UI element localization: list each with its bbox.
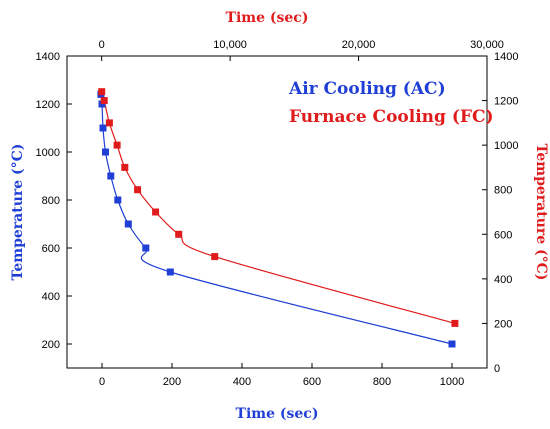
bottom-tick-label: 200 — [163, 376, 181, 388]
air-cooling-data-point — [142, 244, 150, 252]
furnace-cooling-data-point — [175, 230, 183, 238]
air-cooling-data-point — [166, 268, 174, 276]
furnace-cooling-data-point — [211, 253, 219, 261]
right-tick-label: 1400 — [494, 51, 518, 63]
axes-layer: 0 200 400 600 800 1000 0 10,000 20,000 30,000 200 4… — [36, 39, 519, 388]
bottom-axis-title: Time (sec) — [236, 406, 319, 422]
furnace-cooling-data-point — [98, 88, 106, 96]
bottom-tick-label: 0 — [99, 376, 105, 388]
left-tick-label: 200 — [42, 339, 60, 351]
air-cooling-fit-curve — [100, 94, 453, 345]
furnace-cooling-data-point — [121, 163, 129, 171]
bottom-tick-label: 1000 — [440, 376, 464, 388]
bottom-tick-label: 800 — [373, 376, 391, 388]
right-tick-label: 200 — [494, 318, 512, 330]
right-tick-label: 400 — [494, 274, 512, 286]
top-tick-label: 0 — [99, 39, 105, 51]
fit-curves-layer — [100, 91, 456, 345]
left-tick-label: 800 — [42, 195, 60, 207]
bottom-tick-label: 600 — [303, 376, 321, 388]
air-cooling-data-point — [99, 124, 107, 132]
left-tick-label: 600 — [42, 243, 60, 255]
top-axis-title: Time (sec) — [226, 10, 309, 26]
top-tick-label: 20,000 — [342, 39, 376, 51]
top-tick-label: 10,000 — [213, 39, 247, 51]
left-tick-label: 1000 — [36, 147, 60, 159]
legend-label-air-cooling: Air Cooling (AC) — [288, 79, 446, 99]
furnace-cooling-data-point — [100, 97, 108, 105]
air-cooling-data-point — [124, 220, 132, 228]
right-tick-label: 600 — [494, 229, 512, 241]
right-tick-label: 1200 — [494, 96, 518, 108]
left-tick-label: 1400 — [36, 51, 60, 63]
furnace-cooling-data-point — [105, 119, 113, 127]
plot-frame — [66, 55, 488, 369]
right-axis-title: Temperature (°C) — [533, 144, 549, 281]
left-tick-label: 1200 — [36, 99, 60, 111]
left-tick-label: 400 — [42, 291, 60, 303]
top-tick-label: 30,000 — [470, 39, 504, 51]
furnace-cooling-data-point — [134, 186, 142, 194]
air-cooling-data-point — [107, 172, 115, 180]
air-cooling-data-point — [102, 148, 109, 156]
air-cooling-data-point — [114, 196, 122, 204]
data-points-layer — [97, 88, 459, 348]
air-cooling-data-point — [448, 340, 456, 348]
left-axis-title: Temperature (°C) — [10, 144, 26, 281]
furnace-cooling-data-point — [152, 208, 160, 216]
right-tick-label: 0 — [494, 363, 500, 375]
furnace-cooling-data-point — [113, 141, 121, 149]
furnace-cooling-data-point — [451, 319, 459, 327]
bottom-tick-label: 400 — [233, 376, 251, 388]
legend-label-furnace-cooling: Furnace Cooling (FC) — [289, 107, 494, 127]
right-tick-label: 800 — [494, 185, 512, 197]
right-tick-label: 1000 — [494, 140, 518, 152]
